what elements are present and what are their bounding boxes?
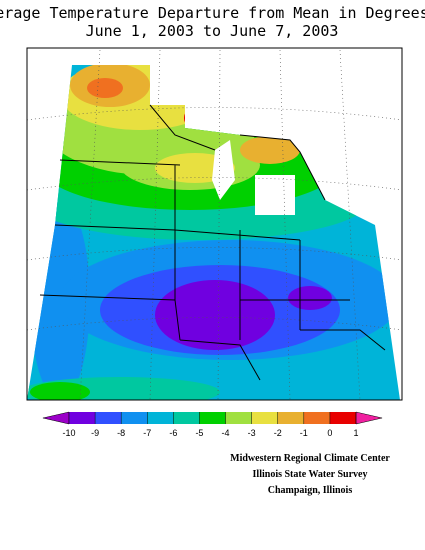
legend-tick-label: -4	[222, 428, 230, 438]
credit-line: Champaign, Illinois	[268, 485, 353, 496]
legend-swatch	[277, 412, 304, 424]
legend-tick-label: -10	[62, 428, 75, 438]
legend-tick-label: -7	[143, 428, 151, 438]
legend-tick-label: 0	[327, 428, 332, 438]
legend-tick-label: -5	[195, 428, 203, 438]
legend-tick-label: -9	[91, 428, 99, 438]
legend-tick-label: -8	[117, 428, 125, 438]
legend-swatch	[329, 412, 356, 424]
credit-line: Midwestern Regional Climate Center	[230, 453, 390, 464]
map	[26, 47, 403, 401]
legend-swatch	[147, 412, 174, 424]
legend-tick-label: -3	[248, 428, 256, 438]
legend-tick-label: -1	[300, 428, 308, 438]
legend-swatch	[121, 412, 148, 424]
legend-swatch	[95, 412, 122, 424]
legend-tick-label: 1	[353, 428, 358, 438]
legend-arrow	[355, 411, 383, 425]
credit-line: Illinois State Water Survey	[253, 469, 368, 480]
legend-swatch	[225, 412, 252, 424]
legend-swatch	[69, 412, 96, 424]
title-line: June 1, 2003 to June 7, 2003	[86, 22, 339, 40]
legend-arrow	[42, 411, 70, 425]
color-legend: -10 -9 -8 -7 -6 -5 -4 -3 -2 -1 0 1	[42, 411, 383, 438]
legend-tick-label: -2	[274, 428, 282, 438]
legend-swatch	[199, 412, 226, 424]
legend-tick-label: -6	[169, 428, 177, 438]
title-line: Average Temperature Departure from Mean …	[0, 4, 425, 22]
legend-swatch	[303, 412, 330, 424]
legend-swatch	[251, 412, 278, 424]
legend-swatch	[173, 412, 200, 424]
